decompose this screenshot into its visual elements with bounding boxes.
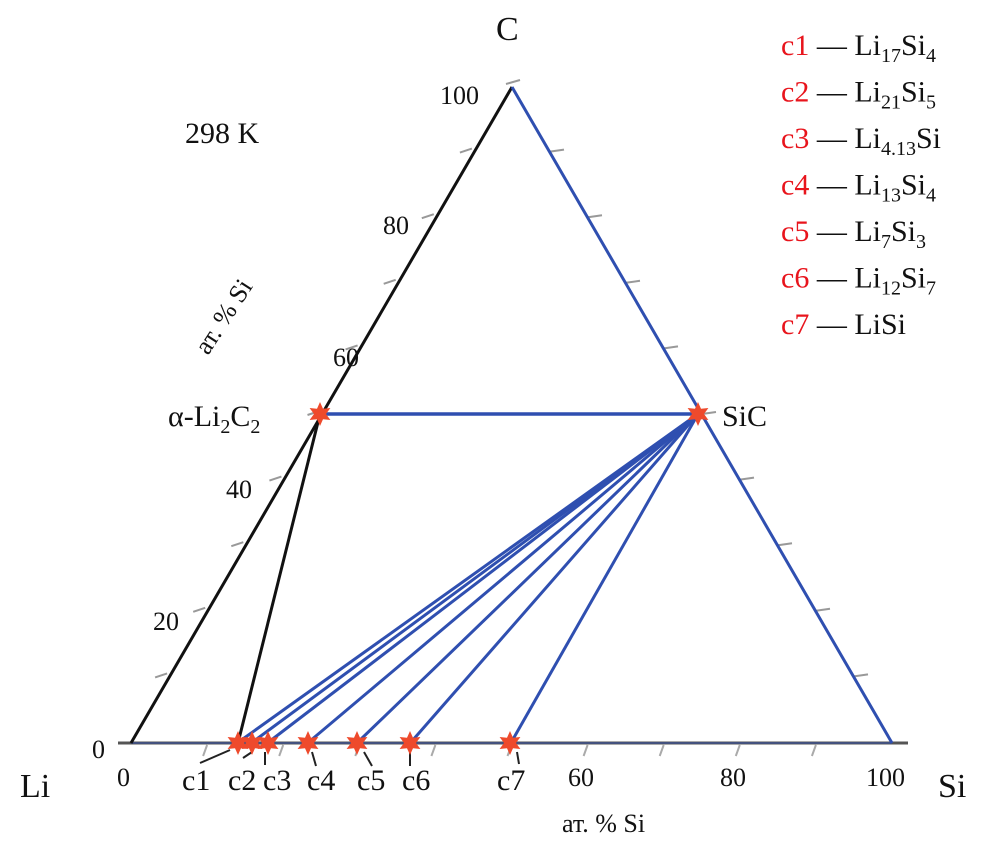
tie-line-sic-c3 [269,412,699,743]
point-label-c3: c3 [263,764,291,797]
bottom-tick-mark [582,744,589,757]
left-tick-mark [345,344,358,351]
marker-sic [687,402,709,426]
tie-line-sic-c5 [357,412,700,743]
li2c2-label: α-Li2C2 [168,400,260,438]
point-label-c5: c5 [357,764,385,797]
tie-line-sic-c7 [510,413,700,742]
point-label-c6: c6 [402,764,430,797]
point-labels: c1 c2 c3 c4 c5 c6 c7 [182,764,525,797]
tie-line-sic-c2 [253,412,699,743]
leader-c2 [242,751,253,759]
marker-c5 [346,731,368,755]
bottom-tick-mark [430,744,437,757]
leader-c4 [311,751,317,767]
bottom-axis-label: ат. % Si [562,809,645,838]
bottom-tick-60: 60 [568,763,594,792]
leader-c5 [363,751,373,767]
tie-line-sic-c6 [410,413,700,742]
bottom-tick-mark [278,744,285,757]
bottom-tick-100: 100 [866,763,905,792]
left-tick-mark [192,606,206,613]
left-tick-40: 40 [226,475,252,504]
vertex-li-label: Li [20,768,50,805]
left-tick-mark [154,672,168,679]
legend-entry-c7: c7 — LiSi [781,308,906,341]
leader-c1 [199,749,231,764]
vertex-si-label: Si [938,768,966,805]
left-tick-mark [269,475,282,482]
left-tick-mark [421,213,435,220]
right-tick-mark [815,607,831,612]
left-tick-20: 20 [153,607,179,636]
legend-entry-c2: c2 — Li21Si5 [781,76,936,114]
temperature-label: 298 K [185,117,260,150]
right-tick-mark [853,673,869,678]
marker-c3 [257,731,279,755]
bottom-tick-mark [202,744,209,757]
left-tick-80: 80 [383,211,409,240]
leader-c7 [516,751,520,765]
point-label-c2: c2 [228,764,256,797]
right-tick-mark [663,345,679,350]
sic-label: SiC [722,400,767,433]
bottom-tick-0: 0 [117,763,130,792]
left-tick-60: 60 [333,343,359,372]
left-tick-0: 0 [92,735,105,764]
legend-entry-c5: c5 — Li7Si3 [781,215,926,253]
top-tick-mark [505,79,521,85]
legend: c1 — Li17Si4 c2 — Li21Si5 c3 — Li4.13Si c4 … [781,29,941,341]
tie-line-li2c2-c1 [236,413,322,744]
marker-c2 [241,731,263,755]
legend-entry-c3: c3 — Li4.13Si [781,122,941,160]
right-tick-mark [777,542,793,547]
right-tick-mark [739,476,755,481]
label-leaders [199,749,520,767]
point-label-c1: c1 [182,764,210,797]
marker-c1 [227,731,249,755]
marker-c6 [399,731,421,755]
legend-entry-c4: c4 — Li13Si4 [781,169,936,207]
legend-entry-c1: c1 — Li17Si4 [781,29,936,67]
tie-line-sic-c4 [309,412,699,743]
point-label-c4: c4 [307,764,335,797]
left-tick-mark [459,147,473,154]
phase-markers [227,402,709,755]
right-tick-mark [587,214,603,219]
left-axis-label: ат. % Si [189,274,259,360]
bottom-tick-mark [810,744,817,757]
left-tick-mark [230,541,244,548]
vertex-c-label: C [496,11,519,48]
marker-c4 [297,731,319,755]
right-tick-mark [701,411,717,415]
marker-c7 [499,731,521,755]
bottom-tick-mark [734,744,741,757]
right-tick-mark [549,148,565,153]
left-tick-100: 100 [440,81,479,110]
right-tick-mark [625,279,641,284]
left-tick-mark [383,278,397,285]
marker-li2c2 [309,402,331,426]
point-label-c7: c7 [497,764,525,797]
bottom-tick-80: 80 [720,763,746,792]
legend-entry-c6: c6 — Li12Si7 [781,262,936,300]
bottom-tick-mark [658,744,665,757]
